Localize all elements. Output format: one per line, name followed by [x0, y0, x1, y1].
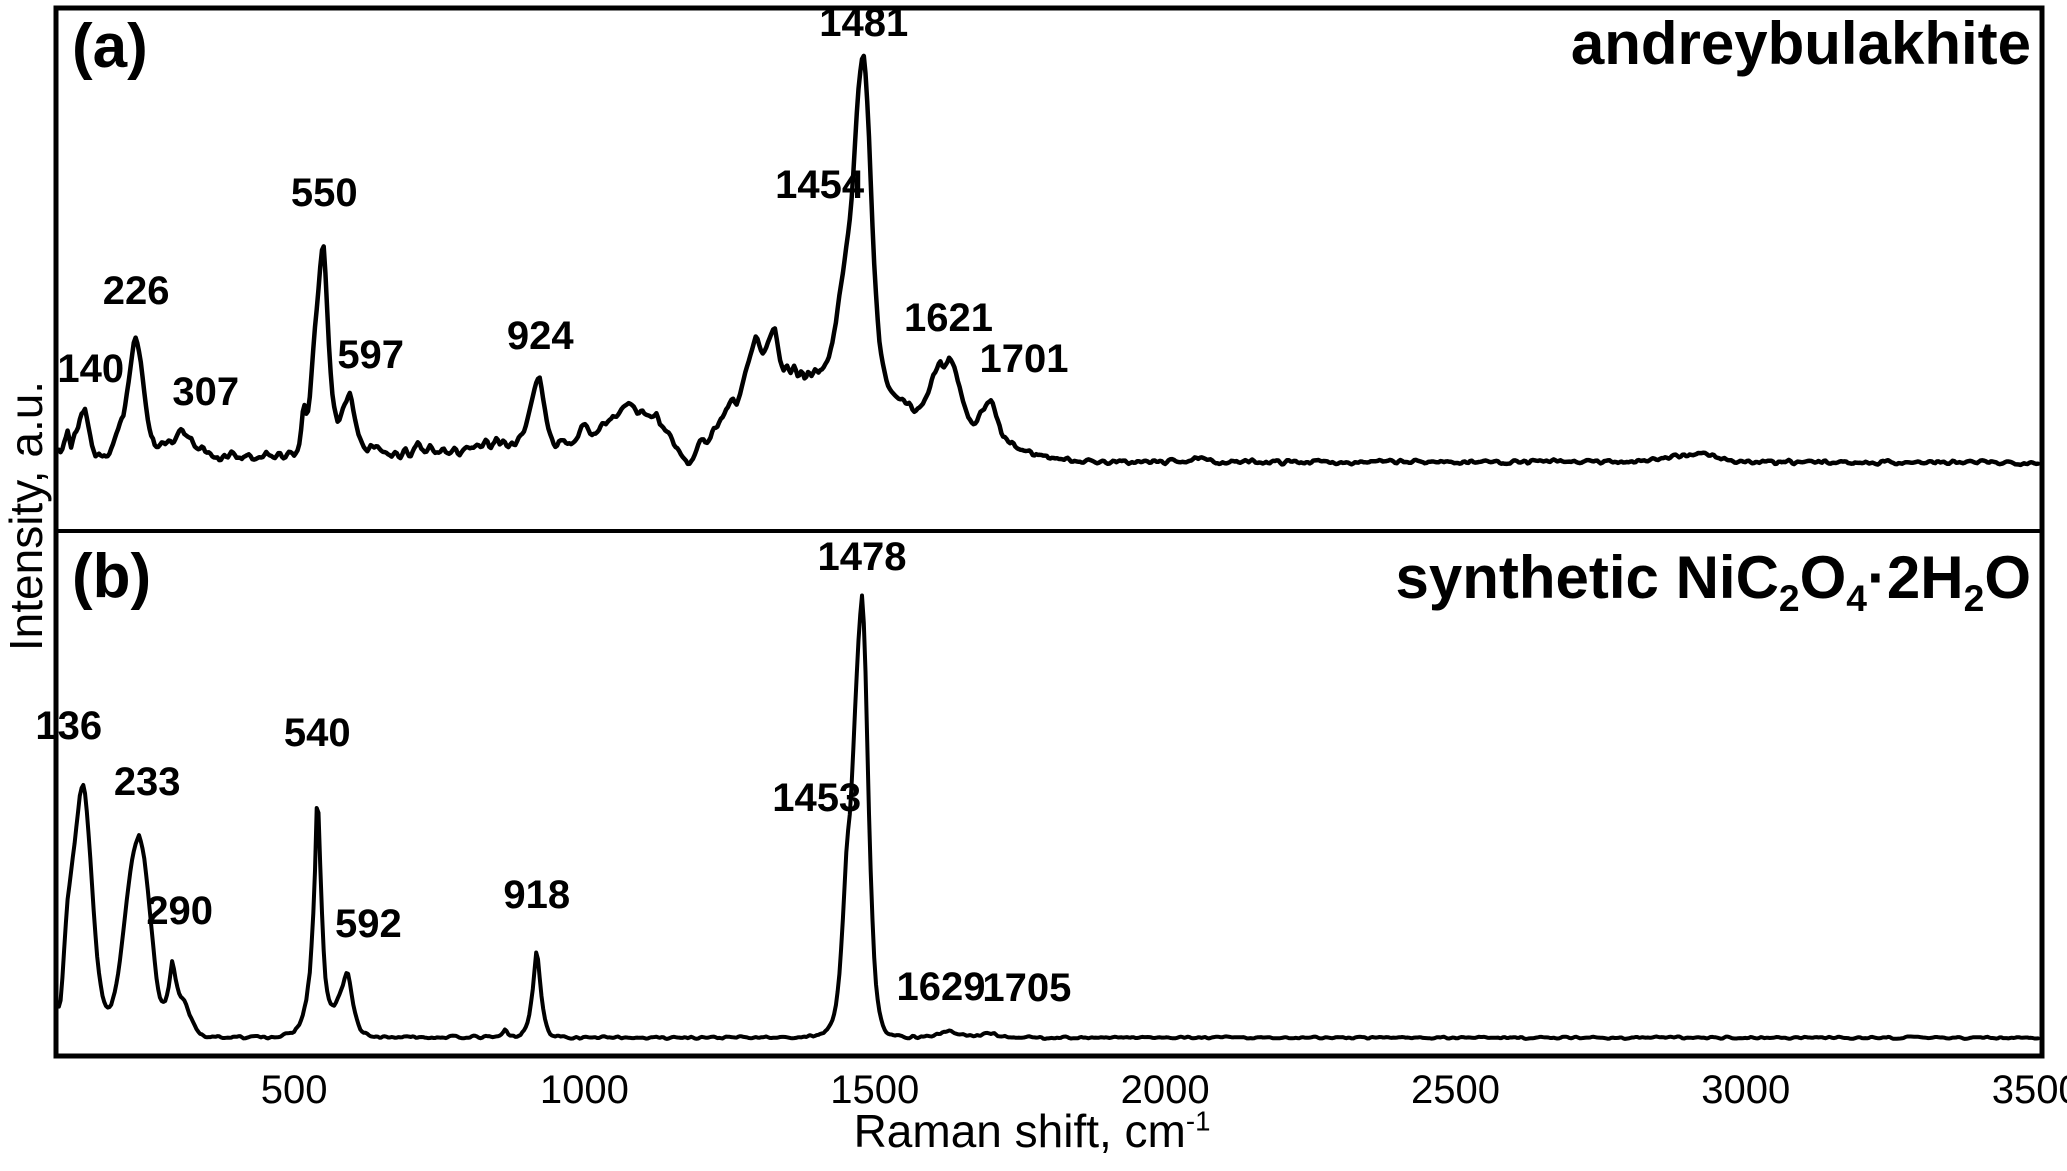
peak-label-290: 290 [146, 889, 214, 933]
peak-label-1454: 1454 [775, 162, 865, 207]
x-tick-2000: 2000 [1120, 1068, 1210, 1112]
peak-label-918: 918 [503, 873, 571, 918]
peak-label-140: 140 [57, 347, 125, 392]
peak-label-1705: 1705 [982, 966, 1072, 1010]
peak-label-136: 136 [35, 704, 103, 749]
peak-label-540: 540 [283, 711, 351, 755]
peak-label-1701: 1701 [979, 336, 1069, 381]
peak-label-550: 550 [290, 170, 358, 215]
spectrum-line-a [56, 53, 2041, 468]
peak-label-226: 226 [102, 269, 170, 314]
sub-segment: 2 [1963, 577, 1985, 619]
x-tick-2500: 2500 [1411, 1068, 1500, 1112]
x-tick-1500: 1500 [830, 1068, 920, 1112]
peak-label-592: 592 [335, 902, 402, 947]
text-segment: Raman shift, cm [853, 1105, 1186, 1157]
text-segment: synthetic NiC [1395, 544, 1779, 611]
x-axis-title: Raman shift, cm-1 [853, 1105, 1211, 1157]
y-axis-title: Intensity, a.u. [0, 380, 52, 652]
panel-b-label: (b) [72, 542, 152, 611]
panel-a-title: andreybulakhite [1570, 10, 2031, 77]
peak-label-597: 597 [337, 332, 405, 377]
x-tick-1000: 1000 [539, 1068, 629, 1112]
sub-segment: 4 [1846, 577, 1867, 619]
x-tick-500: 500 [260, 1068, 328, 1112]
sup-segment: -1 [1185, 1105, 1211, 1137]
panel-a-label: (a) [72, 12, 148, 81]
peak-label-924: 924 [506, 314, 574, 359]
peak-label-1478: 1478 [817, 535, 907, 580]
spectrum-line-b [56, 593, 2040, 1041]
text-segment: O [1984, 544, 2031, 611]
peak-label-1621: 1621 [904, 295, 993, 340]
peak-label-1481: 1481 [819, 0, 909, 45]
panel-b-title: synthetic NiC2O4·2H2O [1395, 548, 2031, 617]
x-tick-3000: 3000 [1701, 1068, 1791, 1112]
sub-segment: 2 [1778, 577, 1800, 619]
peak-label-1453: 1453 [772, 775, 862, 820]
x-tick-3500: 3500 [1991, 1068, 2067, 1112]
text-segment: O [1799, 544, 1847, 611]
peak-label-1629: 1629 [896, 964, 986, 1009]
text-segment: ·2H [1866, 544, 1964, 611]
peak-label-307: 307 [172, 369, 240, 414]
peak-label-233: 233 [113, 759, 181, 804]
